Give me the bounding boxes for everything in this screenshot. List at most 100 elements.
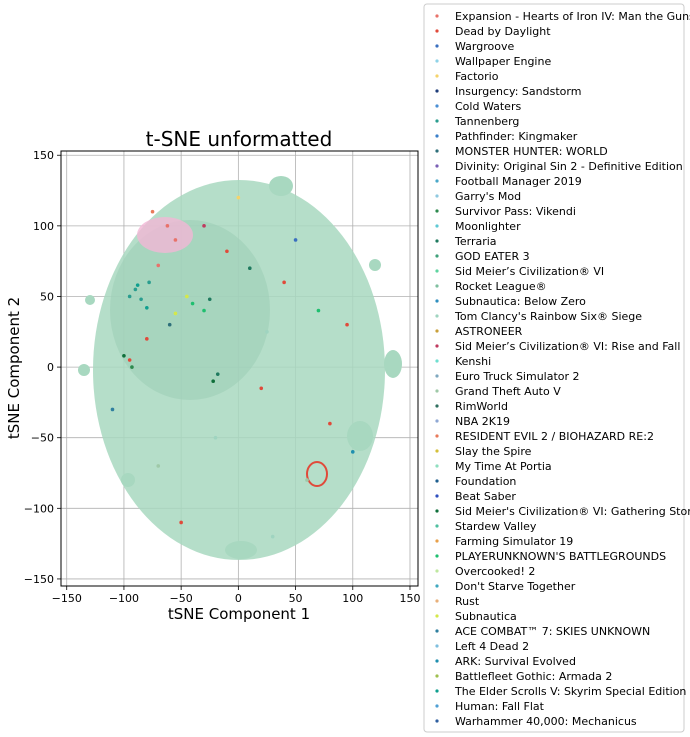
legend-marker: [435, 329, 439, 333]
legend-label: Divinity: Original Sin 2 - Definitive Ed…: [455, 160, 683, 173]
legend-label: Beat Saber: [455, 490, 516, 503]
legend-label: Subnautica: [455, 610, 517, 623]
scatter-point: [211, 379, 215, 384]
scatter-point: [202, 308, 206, 313]
legend-label: Tannenberg: [454, 115, 519, 128]
x-tick-label: 150: [399, 592, 420, 605]
plot-frame: [60, 150, 419, 587]
legend-marker: [435, 269, 439, 273]
legend-box: [423, 3, 685, 733]
legend-marker: [435, 404, 439, 408]
legend-marker: [435, 434, 439, 438]
legend-label: Don't Starve Together: [455, 580, 576, 593]
y-tick-label: 150: [33, 149, 54, 162]
scatter-points: [110, 195, 355, 539]
scatter-point: [190, 301, 195, 306]
y-ticks: −150 −100 −50 0 50 100 150: [24, 149, 61, 586]
scatter-point: [130, 365, 134, 369]
legend-label: PLAYERUNKNOWN'S BATTLEGROUNDS: [455, 550, 666, 563]
scatter-point: [259, 386, 264, 391]
scatter-point: [225, 249, 229, 254]
small-cluster: [347, 421, 373, 451]
legend-label: Sid Meier's Civilization® VI: Gathering …: [455, 505, 690, 518]
legend-marker: [435, 149, 439, 153]
legend-marker: [435, 389, 439, 393]
y-tick-label: 50: [40, 290, 54, 303]
legend-label: Warhammer 40,000: Mechanicus: [455, 715, 637, 728]
y-tick-label: −150: [24, 573, 54, 586]
dense-point-cloud-core: [110, 220, 270, 400]
scatter-point: [156, 464, 161, 468]
legend-marker: [435, 539, 439, 543]
legend-label: Foundation: [455, 475, 516, 488]
legend-label: NBA 2K19: [455, 415, 510, 428]
scatter-point: [173, 238, 178, 242]
small-cluster: [384, 350, 402, 378]
legend-label: Rust: [455, 595, 480, 608]
legend-label: Garry's Mod: [455, 190, 521, 203]
legend-marker: [435, 29, 439, 33]
legend-label: Survivor Pass: Vikendi: [455, 205, 576, 218]
scatter-point: [139, 297, 143, 302]
legend-marker: [435, 419, 439, 423]
legend-marker: [435, 59, 439, 63]
legend-label: MONSTER HUNTER: WORLD: [455, 145, 608, 158]
scatter-point: [145, 305, 149, 310]
legend-marker: [435, 239, 439, 243]
scatter-point: [247, 266, 252, 271]
legend-marker: [435, 179, 439, 183]
legend-marker: [435, 644, 439, 648]
legend-marker: [435, 479, 439, 483]
scatter-point: [150, 209, 155, 214]
y-tick-label: −50: [31, 432, 54, 445]
scatter-point: [179, 520, 183, 525]
legend-label: Football Manager 2019: [455, 175, 582, 188]
small-cluster: [269, 176, 293, 196]
chart-title: t-SNE unformatted: [146, 127, 333, 151]
legend-label: Moonlighter: [455, 220, 521, 233]
scatter-point: [135, 283, 140, 287]
scatter-point: [213, 435, 218, 440]
legend-label: Overcooked! 2: [455, 565, 535, 578]
x-axis-label: tSNE Component 1: [168, 605, 310, 623]
legend-label: Wargroove: [455, 40, 514, 53]
small-cluster: [121, 473, 135, 487]
legend-marker: [435, 614, 439, 618]
scatter-point: [282, 280, 286, 285]
scatter-point: [110, 407, 115, 412]
point-cloud: [78, 176, 402, 560]
legend-label: Tom Clancy's Rainbow Six® Siege: [454, 310, 642, 323]
legend-marker: [435, 119, 439, 123]
scatter-point: [350, 450, 355, 454]
legend-marker: [435, 584, 439, 588]
legend-label: Battlefleet Gothic: Armada 2: [455, 670, 612, 683]
legend-marker: [435, 704, 439, 708]
scatter-point: [202, 224, 206, 228]
scatter-point: [127, 358, 132, 362]
legend-marker: [435, 689, 439, 693]
legend-label: Left 4 Dead 2: [455, 640, 529, 653]
legend-marker: [435, 194, 439, 198]
legend-marker: [435, 254, 439, 258]
scatter-point: [133, 287, 138, 292]
scatter-point: [265, 329, 269, 334]
small-cluster: [369, 259, 381, 271]
scatter-point: [293, 238, 298, 242]
legend-marker: [435, 74, 439, 78]
scatter-point: [127, 294, 132, 299]
x-tick-label: −50: [170, 592, 193, 605]
legend-label: Farming Simulator 19: [455, 535, 573, 548]
legend-marker: [435, 224, 439, 228]
legend-label: Insurgency: Sandstorm: [455, 85, 581, 98]
legend-marker: [435, 359, 439, 363]
scatter-point: [345, 322, 349, 327]
scatter-point: [167, 322, 172, 327]
legend-marker: [435, 719, 439, 723]
plot-area: −150 −100 −50 0 50 100 150 −150 −100 −50 0 50 100 15…: [24, 149, 421, 605]
scatter-point: [215, 372, 220, 376]
x-tick-label: −100: [109, 592, 139, 605]
legend-marker: [435, 209, 439, 213]
legend-marker: [435, 134, 439, 138]
legend-label: Expansion - Hearts of Iron IV: Man the G…: [455, 10, 690, 23]
